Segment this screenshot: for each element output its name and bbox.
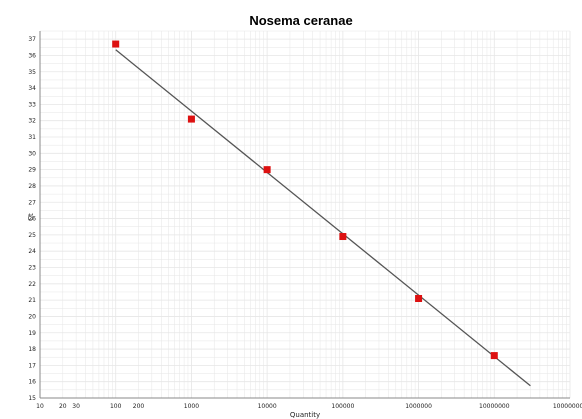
y-tick-label: 30 [28, 150, 36, 157]
y-tick-label: 29 [28, 167, 36, 174]
axes [39, 31, 570, 399]
data-points [112, 40, 498, 360]
y-tick-label: 15 [28, 395, 36, 402]
y-tick-label: 27 [28, 199, 36, 206]
x-tick-label: 20 [59, 403, 67, 410]
y-tick-label: 36 [28, 52, 36, 59]
y-tick-label: 16 [28, 379, 36, 386]
x-tick-label: 10 [36, 403, 44, 410]
y-tick-label: 28 [28, 183, 36, 190]
x-tick-label: 200 [133, 403, 145, 410]
y-tick-label: 21 [28, 297, 36, 304]
y-tick-label: 18 [28, 346, 36, 353]
chart-title: Nosema ceranae [249, 13, 352, 28]
fit-line [115, 49, 531, 387]
grid [39, 30, 571, 399]
x-tick-label: 100000000 [553, 403, 582, 410]
y-tick-label: 35 [28, 69, 36, 76]
data-point [112, 40, 120, 48]
y-tick-label: 26 [28, 216, 36, 223]
x-tick-label: 1000 [184, 403, 199, 410]
y-tick-label: 32 [28, 118, 36, 125]
y-tick-label: 25 [28, 232, 36, 239]
y-tick-label: 19 [28, 330, 36, 337]
data-point [339, 233, 347, 241]
y-tick-label: 24 [28, 248, 36, 255]
x-tick-label: 10000000 [479, 403, 510, 410]
y-axis-ticks: 15 16 17 18 19 20 21 22 23 24 25 26 27 28 29 30 31 32 33 34… [28, 36, 36, 402]
x-tick-label: 100000 [331, 403, 354, 410]
y-tick-label: 34 [28, 85, 36, 92]
regression-line [115, 49, 531, 387]
data-point [490, 352, 498, 360]
y-tick-label: 31 [28, 134, 36, 141]
y-axis-label: Ct [27, 213, 35, 221]
x-tick-label: 10000 [258, 403, 277, 410]
x-axis-label: Quantity [290, 411, 320, 419]
y-tick-label: 33 [28, 101, 36, 108]
data-point [187, 115, 195, 123]
y-tick-label: 23 [28, 265, 36, 272]
x-axis-ticks: 10 20 30 100 200 1000 10000 100000 1000000 100000… [36, 403, 582, 410]
y-tick-label: 37 [28, 36, 36, 43]
y-tick-label: 20 [28, 313, 36, 320]
data-point [263, 166, 271, 174]
x-tick-label: 1000000 [405, 403, 432, 410]
x-tick-label: 30 [72, 403, 80, 410]
y-tick-label: 17 [28, 362, 36, 369]
x-tick-label: 100 [110, 403, 122, 410]
y-tick-label: 22 [28, 281, 36, 288]
data-point [415, 295, 423, 303]
